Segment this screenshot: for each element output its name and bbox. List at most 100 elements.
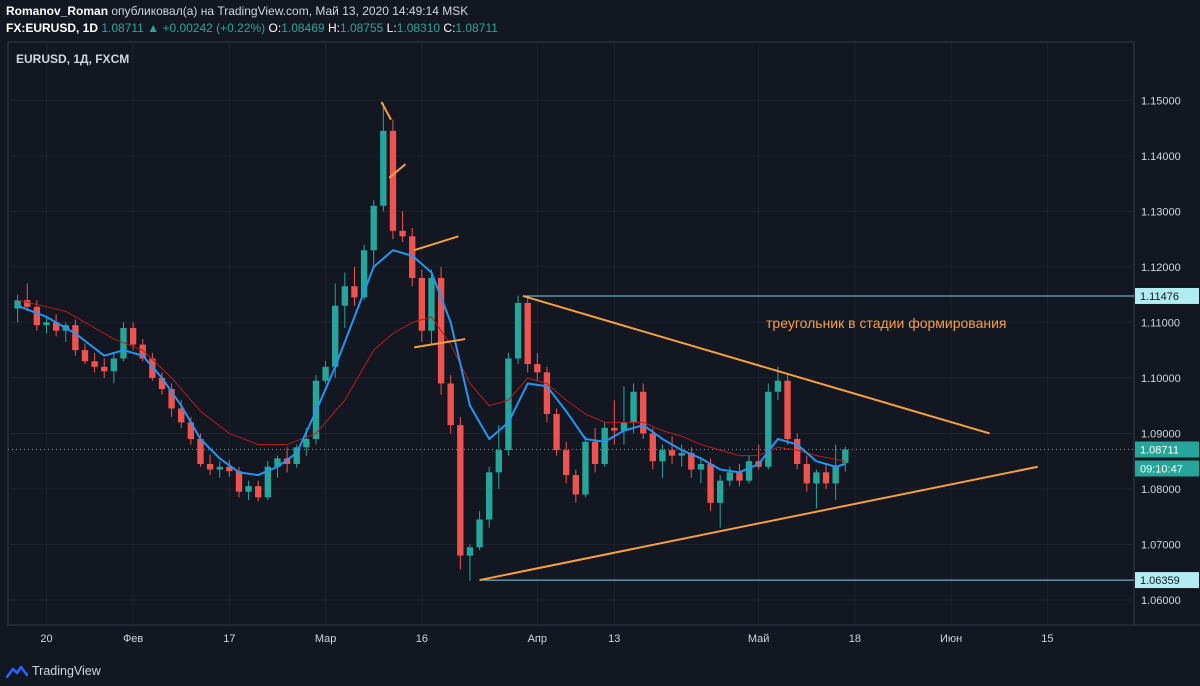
time-tick-label: 18	[849, 633, 861, 645]
current-price-badge-bg	[1135, 441, 1199, 458]
candle-down	[563, 450, 570, 476]
price-tick-label: 1.14000	[1141, 151, 1181, 163]
price-tick-label: 1.06000	[1141, 595, 1181, 607]
candle-down	[91, 361, 98, 367]
lower-level-badge: 1.06359	[1140, 575, 1180, 587]
chart-pane[interactable]	[7, 41, 1135, 626]
slow-moving-average-line	[17, 299, 846, 462]
candle-up	[582, 441, 589, 495]
candle-up	[514, 302, 522, 359]
candle-down	[24, 300, 31, 307]
candle-up	[716, 480, 724, 503]
candle-down	[543, 372, 551, 415]
tradingview-brand[interactable]: TradingView	[6, 664, 101, 678]
candle-down	[668, 450, 676, 456]
time-axis-labels: 20 Фев 17 Мар 16 Апр 13 Май 18 Июн 15	[40, 633, 1053, 645]
candle-down	[33, 306, 41, 326]
open-value: 1.08469	[281, 21, 325, 35]
candle-up	[341, 286, 349, 306]
candle-up	[630, 391, 637, 423]
candle-up	[293, 447, 300, 464]
candle-up	[360, 250, 368, 298]
price-tick-label: 1.15000	[1141, 95, 1181, 107]
candle-down	[255, 486, 262, 498]
triangle-annotation[interactable]: треугольник в стадии формирования	[766, 315, 1007, 331]
triangle-lower-trendline	[479, 465, 1038, 582]
candle-down	[447, 383, 454, 426]
candle-down	[611, 427, 618, 431]
candle-up	[332, 305, 339, 367]
time-tick-label: Июн	[940, 633, 962, 645]
publish-info: Romanov_Roman опубликовал(а) на TradingV…	[6, 4, 468, 18]
price-tick-label: 1.11000	[1141, 317, 1180, 329]
candle-up	[264, 466, 272, 498]
time-tick-label: 20	[40, 633, 52, 645]
candle-down	[178, 408, 185, 423]
close-value: 1.08711	[455, 21, 498, 35]
candle-up	[601, 427, 608, 464]
candle-down	[457, 425, 464, 556]
candle-down	[591, 441, 599, 464]
price-tick-label: 1.10000	[1141, 373, 1181, 385]
price-tick-label: 1.08000	[1141, 484, 1181, 496]
candle-up	[466, 547, 474, 556]
brand-name: TradingView	[32, 664, 101, 678]
open-label: O:	[268, 21, 282, 35]
price-tick-label: 1.12000	[1141, 262, 1181, 274]
candle-down	[793, 438, 801, 464]
candle-down	[822, 472, 830, 484]
candle-down	[197, 438, 204, 464]
time-tick-label: 17	[223, 633, 235, 645]
price-change: +0.00242 (+0.22%)	[162, 21, 266, 35]
price-tick-label: 1.09000	[1141, 428, 1181, 440]
upper-level-badge: 1.11476	[1140, 291, 1179, 303]
candle-up	[245, 486, 252, 492]
candle-up	[303, 438, 310, 448]
markup-trendline	[380, 101, 392, 121]
candle-down	[81, 350, 89, 362]
candle-down	[803, 463, 810, 484]
time-tick-label: Мар	[315, 633, 337, 645]
markup-trendline	[413, 235, 459, 252]
up-arrow-icon: ▲	[147, 21, 160, 35]
candle-down	[534, 364, 541, 373]
candle-up	[505, 358, 512, 451]
price-badges: 1.11476 1.08711 09:10:47 1.06359	[1135, 287, 1199, 589]
close-label: C:	[443, 21, 456, 35]
symbol-line[interactable]: FX:EURUSD, 1D	[6, 21, 99, 35]
candle-down	[283, 458, 291, 464]
candle-down	[418, 277, 426, 331]
candle-up	[216, 466, 223, 470]
price-axis-labels: 1.15000 1.14000 1.13000 1.12000 1.11000 1.100…	[1141, 95, 1181, 607]
upper-level-badge-bg	[1135, 287, 1199, 304]
candle-up	[110, 358, 118, 372]
candle-down	[187, 422, 195, 439]
price-tick-label: 1.07000	[1141, 539, 1181, 551]
last-price: 1.08711	[101, 21, 144, 35]
author-name[interactable]: Romanov_Roman	[6, 4, 109, 18]
candle-down	[101, 366, 108, 372]
price-tick-label: 1.13000	[1141, 206, 1181, 218]
low-value: 1.08310	[396, 21, 441, 35]
candle-down	[351, 286, 358, 298]
candle-up	[380, 130, 387, 206]
candle-up	[43, 322, 50, 326]
triangle-upper-trendline	[522, 295, 990, 435]
bar-countdown-badge: 09:10:47	[1140, 463, 1183, 475]
symbol-legend: FX:EURUSD, 1D 1.08711 ▲ +0.00242 (+0.22%…	[6, 21, 498, 35]
candle-up	[745, 461, 753, 481]
fast-moving-average-line	[17, 249, 846, 477]
candle-down	[524, 302, 531, 365]
candle-down	[409, 236, 416, 278]
candles	[14, 103, 849, 581]
lower-level-badge-bg	[1135, 572, 1199, 589]
candle-up	[813, 472, 820, 484]
candle-down	[139, 344, 146, 359]
candle-down	[640, 391, 647, 434]
published-text: опубликовал(а) на TradingView.com, Май 1…	[111, 4, 469, 18]
time-tick-label: 16	[416, 633, 428, 645]
candle-down	[158, 377, 166, 390]
candle-up	[486, 472, 493, 520]
candle-up	[659, 450, 666, 462]
